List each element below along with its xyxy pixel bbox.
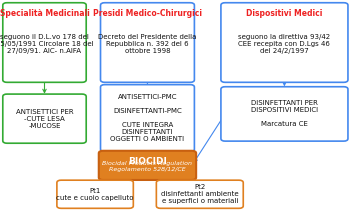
- Text: seguono la direttiva 93/42
CEE recepita con D.Lgs 46
del 24/2/1997: seguono la direttiva 93/42 CEE recepita …: [238, 34, 331, 54]
- Text: Decreto del Presidente della
Repubblica n. 392 del 6
ottobre 1998: Decreto del Presidente della Repubblica …: [98, 34, 196, 54]
- Text: ANTISETTICI-PMC

DISINFETTANTI-PMC

CUTE INTEGRA
DISINFETTANTI
OGGETTI O AMBIENT: ANTISETTICI-PMC DISINFETTANTI-PMC CUTE I…: [110, 94, 185, 142]
- Text: Pt2
disinfettanti ambiente
e superfici o materiali: Pt2 disinfettanti ambiente e superfici o…: [161, 184, 239, 204]
- FancyBboxPatch shape: [221, 3, 348, 82]
- FancyBboxPatch shape: [156, 180, 243, 208]
- Text: Pt1
cute e cuoio capelluto: Pt1 cute e cuoio capelluto: [56, 188, 134, 201]
- Text: seguono il D.L.vo 178 del
25/05/1991 Circolare 18 del
27/09/91. AIC- n.AIFA: seguono il D.L.vo 178 del 25/05/1991 Cir…: [0, 34, 93, 54]
- Text: Presidi Medico-Chirurgici: Presidi Medico-Chirurgici: [93, 9, 202, 18]
- Text: BIOCIDI: BIOCIDI: [128, 157, 167, 166]
- FancyBboxPatch shape: [57, 180, 133, 208]
- FancyBboxPatch shape: [3, 94, 86, 143]
- Text: Specialità Medicinali: Specialità Medicinali: [0, 9, 89, 18]
- FancyBboxPatch shape: [101, 85, 194, 152]
- FancyBboxPatch shape: [99, 151, 196, 180]
- Text: Biocidal Products Regulation
Regolamento 528/12/CE: Biocidal Products Regulation Regolamento…: [103, 161, 192, 172]
- FancyBboxPatch shape: [3, 3, 86, 82]
- Text: DISINFETTANTI PER
DISPOSITIVI MEDICI

Marcatura CE: DISINFETTANTI PER DISPOSITIVI MEDICI Mar…: [251, 100, 318, 127]
- Text: ANTISETTICI PER
-CUTE LESA
-MUCOSE: ANTISETTICI PER -CUTE LESA -MUCOSE: [16, 109, 73, 129]
- Text: Dispositivi Medici: Dispositivi Medici: [246, 9, 322, 18]
- FancyBboxPatch shape: [221, 87, 348, 141]
- FancyBboxPatch shape: [101, 3, 194, 82]
